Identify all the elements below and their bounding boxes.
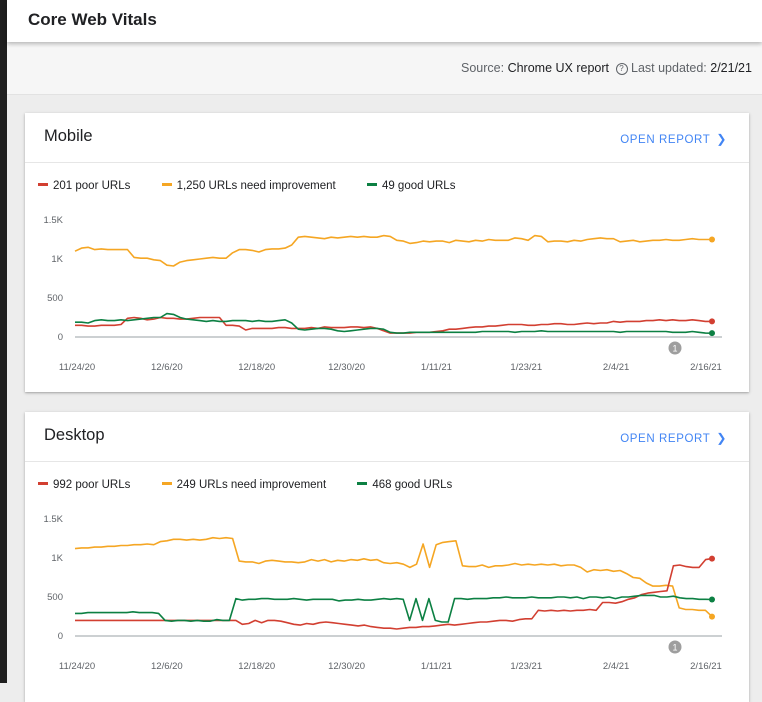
last-updated: Last updated: 2/21/21 (631, 61, 752, 75)
card-divider (25, 162, 749, 163)
legend-good[interactable]: 468 good URLs (357, 479, 452, 491)
legend-label-improve: 1,250 URLs need improvement (176, 180, 336, 192)
mobile-chart: 0 500 1K 1.5K 11/24/20 12/6/20 12/18/20 12/30/2… (43, 215, 722, 373)
series-line-poor (75, 557, 713, 630)
y-tick-label: 500 (47, 592, 63, 603)
page-title: Core Web Vitals (28, 10, 157, 29)
legend-improve[interactable]: 249 URLs need improvement (161, 479, 327, 491)
series-endpoint-poor (709, 318, 715, 325)
legend-improve[interactable]: 1,250 URLs need improvement (161, 180, 336, 192)
card-title: Mobile (44, 127, 93, 145)
updated-value: 2/21/21 (710, 61, 752, 75)
series-line-good (75, 312, 713, 334)
legend-label-good: 468 good URLs (372, 479, 453, 491)
series-line-poor (75, 316, 712, 334)
legend-swatch-poor (38, 482, 48, 485)
mobile-card: Mobile OPEN REPORT ❯ 201 poor URLs 1,250 … (25, 113, 749, 392)
open-report-button[interactable]: OPEN REPORT ❯ (620, 431, 727, 445)
y-tick-label: 1.5K (43, 514, 63, 525)
x-tick-label: 11/24/20 (59, 661, 95, 672)
legend-good[interactable]: 49 good URLs (366, 180, 456, 192)
x-tick-label: 12/6/20 (151, 661, 183, 672)
legend-swatch-improve (161, 482, 172, 485)
x-tick-label: 12/18/20 (238, 362, 275, 373)
legend-swatch-good (366, 183, 377, 186)
legend-label-good: 49 good URLs (381, 180, 456, 192)
y-tick-label: 1K (51, 254, 63, 265)
x-tick-label: 12/30/20 (328, 362, 365, 373)
x-tick-label: 2/4/21 (603, 661, 629, 672)
series-line-good (75, 594, 713, 623)
x-tick-label: 12/30/20 (328, 661, 365, 672)
desktop-chart: 0 500 1K 1.5K 11/24/20 12/6/20 12/18/20 12/30/2… (43, 514, 722, 672)
card-divider (25, 461, 749, 462)
open-report-button[interactable]: OPEN REPORT ❯ (620, 132, 727, 146)
series-endpoint-good (709, 596, 715, 603)
y-tick-label: 0 (58, 631, 63, 642)
left-edge (0, 0, 7, 683)
chart-legend: 201 poor URLs 1,250 URLs need improvemen… (38, 180, 483, 192)
chevron-right-icon: ❯ (716, 431, 727, 445)
legend-label-improve: 249 URLs need improvement (176, 479, 327, 491)
x-tick-label: 1/23/21 (510, 661, 542, 672)
series-endpoint-improve (709, 613, 715, 620)
chart-legend: 992 poor URLs 249 URLs need improvement … (38, 479, 480, 491)
annotation-marker[interactable] (668, 341, 682, 355)
help-circle-icon[interactable]: ? (615, 63, 628, 75)
x-tick-label: 2/4/21 (603, 362, 629, 373)
series-line-improve (74, 536, 713, 618)
y-tick-label: 0 (58, 332, 63, 343)
x-tick-label: 11/24/20 (59, 362, 95, 373)
x-tick-label: 12/6/20 (151, 362, 183, 373)
legend-label-poor: 201 poor URLs (53, 180, 131, 192)
open-report-label: OPEN REPORT (620, 433, 711, 445)
card-title: Desktop (44, 426, 105, 444)
series-line-improve (74, 234, 712, 267)
updated-label: Last updated: (631, 61, 707, 75)
source-label: Source: (461, 61, 505, 75)
series-endpoint-poor (709, 555, 715, 562)
desktop-card: Desktop OPEN REPORT ❯ 992 poor URLs 249 U… (25, 412, 749, 702)
y-tick-label: 1K (51, 553, 63, 564)
legend-swatch-poor (38, 183, 48, 186)
source-bar: Source: Chrome UX report ? Last updated:… (7, 42, 762, 95)
legend-poor[interactable]: 201 poor URLs (38, 180, 130, 192)
x-tick-label: 1/23/21 (510, 362, 542, 373)
x-tick-label: 12/18/20 (238, 661, 275, 672)
annotation-label: 1 (672, 344, 677, 354)
source-info: Source: Chrome UX report ? (461, 61, 628, 75)
open-report-label: OPEN REPORT (620, 134, 711, 146)
header-bar: Core Web Vitals (7, 0, 762, 42)
source-value: Chrome UX report (507, 61, 610, 75)
annotation-marker[interactable] (668, 640, 682, 654)
x-tick-label: 1/11/21 (421, 661, 452, 672)
x-tick-label: 2/16/21 (690, 661, 722, 672)
chevron-right-icon: ❯ (716, 132, 727, 146)
x-tick-label: 2/16/21 (690, 362, 722, 373)
series-endpoint-improve (709, 236, 715, 243)
x-tick-label: 1/11/21 (421, 362, 452, 373)
y-tick-label: 500 (47, 293, 63, 304)
legend-swatch-good (357, 482, 368, 485)
series-endpoint-good (709, 330, 715, 337)
legend-poor[interactable]: 992 poor URLs (38, 479, 130, 491)
legend-swatch-improve (161, 183, 172, 186)
annotation-label: 1 (672, 643, 677, 653)
legend-label-poor: 992 poor URLs (53, 479, 131, 491)
y-tick-label: 1.5K (43, 215, 63, 226)
